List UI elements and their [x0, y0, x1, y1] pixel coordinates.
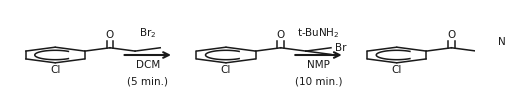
Text: (5 min.): (5 min.) [127, 77, 168, 87]
Text: O: O [106, 30, 114, 40]
Text: Cl: Cl [50, 65, 61, 75]
Text: NMP: NMP [307, 60, 330, 70]
Text: N: N [498, 37, 505, 47]
Text: DCM: DCM [135, 60, 160, 70]
Text: (10 min.): (10 min.) [295, 77, 342, 87]
Text: O: O [447, 30, 456, 40]
Text: Cl: Cl [391, 65, 402, 75]
Text: Br$_2$: Br$_2$ [139, 26, 156, 40]
Text: Cl: Cl [221, 65, 231, 75]
Text: O: O [276, 30, 285, 40]
Text: H: H [508, 36, 509, 45]
Text: Br: Br [335, 43, 346, 53]
Text: t-BuNH$_2$: t-BuNH$_2$ [297, 26, 340, 40]
